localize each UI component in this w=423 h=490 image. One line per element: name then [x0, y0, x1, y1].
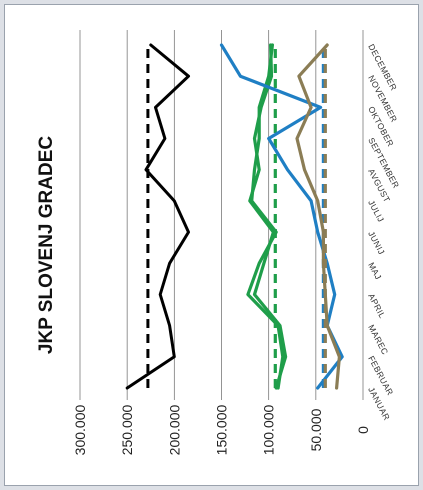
y-tick-label: 150.000 — [214, 404, 230, 455]
x-tick-label: JUNIJ — [366, 229, 387, 256]
x-axis-ticks: JANUARFEBRUARMARECAPRILMAJJUNIJJULIJAVGU… — [366, 42, 401, 422]
series-line — [295, 43, 341, 390]
y-tick-label: 50.000 — [308, 408, 324, 451]
series-line — [248, 43, 288, 390]
y-tick-label: 300.000 — [72, 404, 88, 455]
series-line — [125, 43, 190, 390]
chart-title: JKP SLOVENJ GRADEC — [36, 136, 57, 354]
series-line — [246, 43, 285, 390]
y-tick-label: 250.000 — [119, 404, 135, 455]
x-tick-label: MAJ — [366, 261, 383, 282]
x-tick-label: MAREC — [366, 323, 390, 357]
y-tick-label: 200.000 — [166, 404, 182, 455]
series-lines — [125, 43, 344, 390]
y-tick-label: 0 — [355, 426, 371, 434]
y-axis-ticks: 0 50.000 100.000 150.000 200.000 250.000 300.0… — [72, 404, 371, 455]
x-tick-label: APRIL — [366, 292, 387, 320]
y-tick-label: 100.000 — [261, 404, 277, 455]
chart-frame — [4, 4, 419, 486]
gridlines — [79, 30, 364, 400]
